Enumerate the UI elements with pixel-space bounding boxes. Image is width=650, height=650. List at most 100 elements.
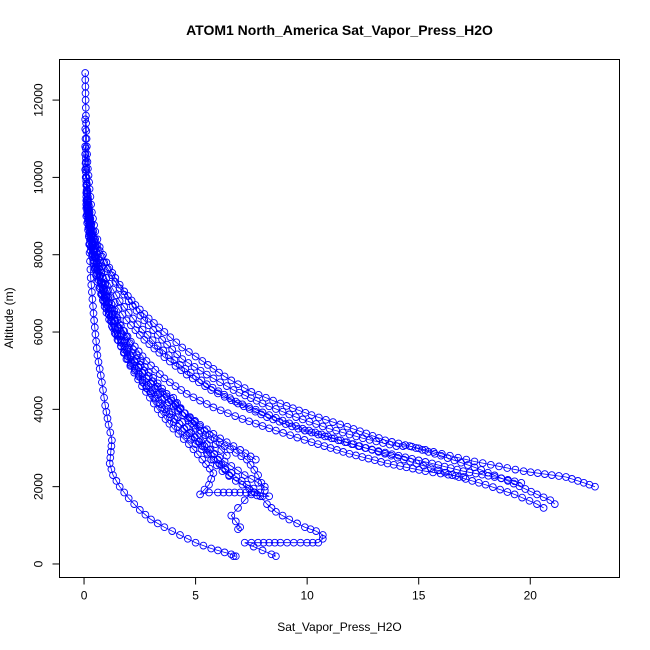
data-point — [183, 534, 192, 543]
data-point — [245, 417, 253, 426]
data-point — [336, 420, 345, 429]
data-point — [173, 399, 181, 407]
data-point — [421, 467, 430, 476]
data-point — [220, 392, 229, 401]
data-point — [227, 511, 236, 520]
data-point — [180, 424, 189, 433]
data-point — [496, 485, 504, 494]
data-point — [191, 424, 200, 433]
data-point — [254, 471, 262, 479]
data-point — [195, 378, 203, 387]
data-point — [231, 552, 240, 561]
data-point — [314, 538, 323, 547]
data-point — [120, 303, 129, 311]
y-tick-label: 10000 — [32, 160, 46, 194]
data-point — [189, 393, 198, 402]
data-point — [293, 519, 301, 528]
data-point — [459, 473, 468, 481]
data-point — [156, 400, 164, 408]
data-point — [539, 493, 548, 502]
data-point — [153, 331, 162, 339]
data-point — [125, 339, 134, 347]
data-point — [210, 434, 219, 443]
data-point — [98, 378, 106, 387]
data-point — [221, 466, 230, 474]
data-point — [104, 420, 113, 429]
data-point — [253, 491, 261, 500]
data-point — [120, 290, 129, 299]
data-point — [486, 460, 495, 469]
data-point — [127, 361, 135, 369]
series-layer — [81, 69, 599, 561]
data-point — [147, 389, 155, 398]
data-point — [237, 452, 246, 461]
data-point — [272, 405, 280, 413]
data-point — [82, 173, 91, 182]
data-point — [234, 380, 242, 389]
data-point — [153, 519, 162, 528]
data-point — [463, 461, 472, 469]
data-point — [312, 420, 320, 428]
data-point — [122, 333, 131, 341]
data-point — [169, 393, 178, 402]
data-point — [301, 523, 309, 532]
series-2 — [82, 173, 559, 508]
data-point — [307, 411, 316, 419]
data-point — [119, 326, 127, 335]
data-point — [106, 428, 115, 437]
data-point — [214, 488, 222, 497]
data-point — [202, 400, 211, 408]
data-point — [215, 368, 223, 377]
data-point — [168, 345, 177, 354]
data-point — [181, 364, 190, 373]
data-point — [322, 415, 330, 424]
data-point — [240, 471, 249, 479]
data-point — [172, 338, 181, 347]
data-point — [243, 480, 251, 489]
data-point — [160, 405, 169, 414]
data-point — [240, 384, 249, 392]
data-point — [147, 515, 155, 524]
data-point — [243, 455, 251, 464]
data-point — [533, 500, 541, 508]
data-point — [318, 422, 327, 431]
data-point — [231, 412, 240, 420]
data-point — [81, 96, 90, 104]
data-point — [272, 552, 280, 561]
data-point — [511, 465, 520, 474]
data-point — [265, 411, 274, 419]
data-point — [276, 538, 285, 547]
data-point — [176, 361, 184, 369]
series-14 — [169, 393, 233, 479]
data-point — [133, 351, 141, 360]
data-point — [130, 366, 139, 375]
data-point — [182, 390, 191, 398]
data-point — [204, 361, 212, 369]
data-point — [150, 344, 159, 353]
data-point — [327, 434, 336, 443]
data-point — [477, 466, 486, 474]
data-point — [158, 384, 166, 393]
data-point — [443, 454, 452, 462]
data-point — [585, 480, 594, 489]
data-point — [205, 480, 213, 489]
data-point — [193, 450, 202, 459]
data-point — [142, 357, 151, 365]
data-point — [267, 504, 276, 512]
data-point — [178, 343, 187, 352]
data-point — [140, 335, 149, 344]
data-point — [202, 370, 211, 379]
data-point — [258, 399, 267, 408]
data-point — [270, 538, 279, 547]
data-point — [135, 331, 144, 339]
data-point — [236, 523, 245, 532]
data-point — [185, 429, 194, 437]
data-point — [188, 419, 196, 428]
data-point — [140, 316, 149, 325]
chart-title: ATOM1 North_America Sat_Vapor_Press_H2O — [186, 22, 493, 38]
data-point — [216, 406, 225, 415]
x-tick-label: 10 — [300, 589, 314, 603]
data-point — [82, 158, 90, 166]
data-point — [136, 311, 145, 320]
